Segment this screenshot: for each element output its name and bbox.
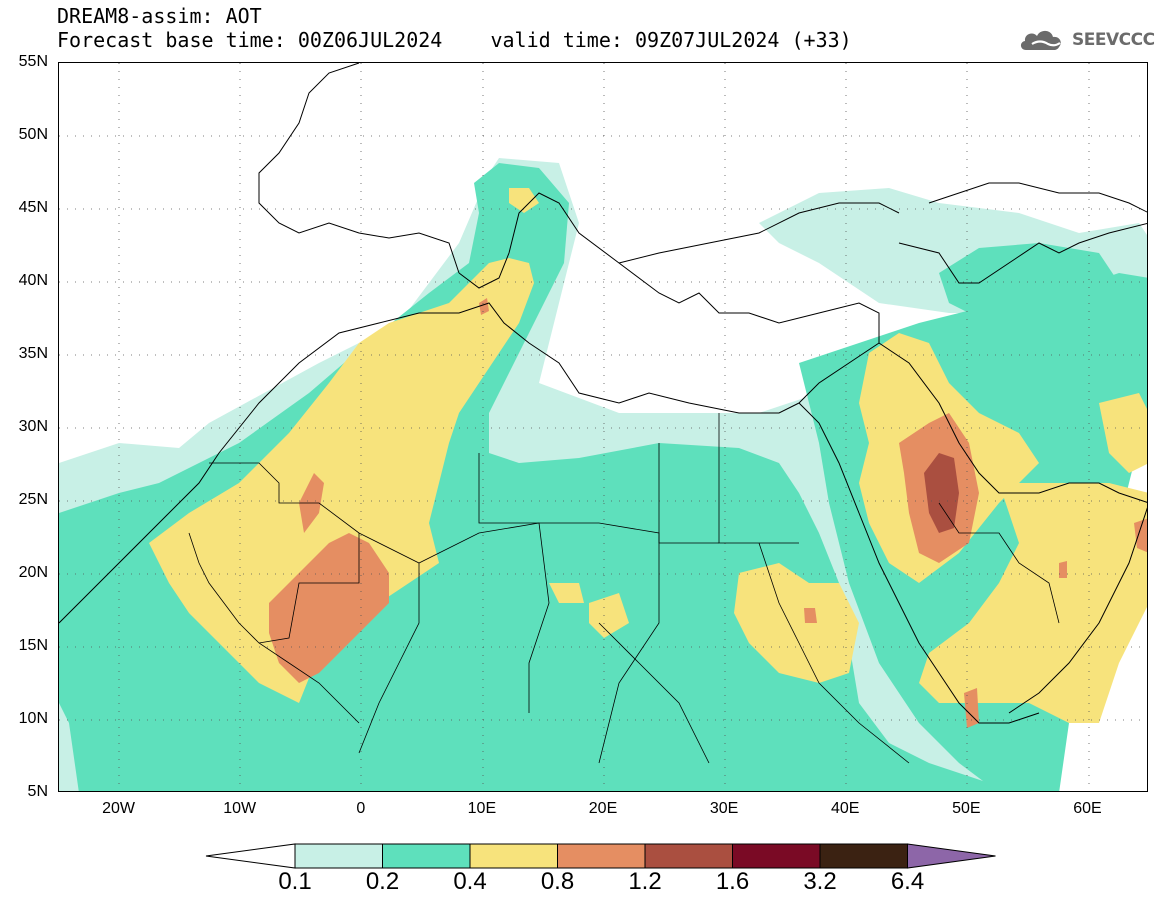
aot-contour-map <box>59 63 1147 791</box>
aot-level-1.2 <box>924 453 959 533</box>
lat-tick-label: 10N <box>18 710 48 727</box>
lon-tick-label: 60E <box>1073 800 1102 817</box>
colorbar-segment <box>382 843 471 869</box>
lat-tick-label: 45N <box>18 199 48 216</box>
lat-tick-label: 20N <box>18 564 48 581</box>
colorbar-segment <box>819 843 908 869</box>
map-subtitle: Forecast base time: 00Z06JUL2024 valid t… <box>57 28 852 52</box>
colorbar-level-label: 1.2 <box>628 868 662 895</box>
colorbar-segment <box>644 843 733 869</box>
country-borders <box>188 413 1060 764</box>
colorbar-high-triangle <box>907 843 996 869</box>
colorbar-segment <box>732 843 821 869</box>
lat-tick-label: 15N <box>18 637 48 654</box>
seevccc-logo: SEEVCCC <box>1018 26 1155 54</box>
cloud-icon <box>1020 30 1061 50</box>
lat-tick-label: 50N <box>18 126 48 143</box>
lat-tick-label: 5N <box>27 783 48 800</box>
lon-tick-label: 0 <box>356 800 366 817</box>
colorbar-level-label: 0.1 <box>278 868 312 895</box>
colorbar-level-label: 0.8 <box>540 868 575 895</box>
map-title: DREAM8-assim: AOT <box>57 4 262 28</box>
aot-map <box>58 62 1148 792</box>
aot-colorbar <box>205 843 996 869</box>
lat-tick-label: 25N <box>18 491 48 508</box>
coastlines <box>59 63 1147 724</box>
lon-tick-label: 10W <box>223 800 257 817</box>
colorbar-level-label: 1.6 <box>715 868 750 895</box>
colorbar-level-label: 6.4 <box>890 868 925 895</box>
lon-tick-label: 50E <box>952 800 981 817</box>
lat-tick-label: 30N <box>18 418 48 435</box>
lon-tick-label: 40E <box>830 800 860 817</box>
graticule <box>59 63 1147 791</box>
logo-text: SEEVCCC <box>1072 30 1155 50</box>
lat-tick-label: 35N <box>18 345 48 362</box>
lon-tick-label: 20W <box>102 800 135 817</box>
lat-tick-label: 40N <box>18 272 48 289</box>
colorbar-segment <box>469 843 558 869</box>
colorbar-level-label: 3.2 <box>803 868 837 895</box>
lon-tick-label: 30E <box>709 800 739 817</box>
colorbar-level-label: 0.2 <box>365 868 400 895</box>
colorbar-segment <box>557 843 646 869</box>
lon-tick-label: 10E <box>467 800 497 817</box>
colorbar-low-triangle <box>205 843 296 869</box>
lon-tick-label: 20E <box>588 800 618 817</box>
colorbar-segment <box>294 843 383 869</box>
lat-tick-label: 55N <box>18 53 48 70</box>
colorbar-level-label: 0.4 <box>453 868 487 895</box>
